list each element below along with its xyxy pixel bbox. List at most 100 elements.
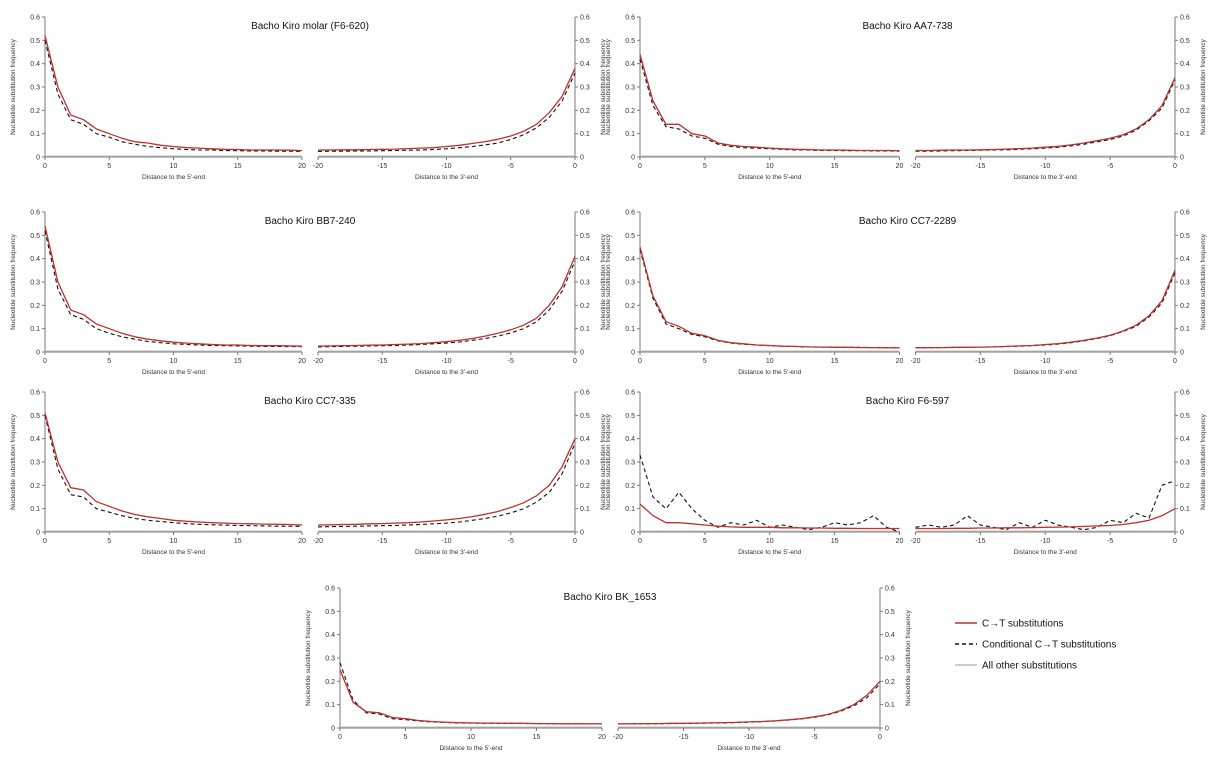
panel-title: Bacho Kiro AA7-738 bbox=[862, 21, 952, 32]
x-tick-label-3prime: -15 bbox=[377, 538, 387, 545]
x-tick-label-5prime: 10 bbox=[467, 734, 475, 741]
series-line-ct-5prime bbox=[44, 412, 303, 526]
x-axis-label-5prime: Distance to the 5'-end bbox=[439, 745, 502, 752]
x-axis-label-3prime: Distance to the 3'-end bbox=[1014, 369, 1077, 376]
y-tick-label-right: 0.2 bbox=[580, 483, 590, 490]
y-tick-label-left: 0 bbox=[631, 155, 635, 162]
y-tick-label-right: 0.2 bbox=[885, 679, 895, 686]
y-tick-label-right: 0.5 bbox=[1180, 413, 1190, 420]
x-tick-label-5prime: 20 bbox=[598, 734, 606, 741]
y-tick-label-left: 0.1 bbox=[30, 506, 40, 513]
y-tick-label-right: 0.3 bbox=[580, 460, 590, 467]
x-tick-label-3prime: -15 bbox=[975, 358, 985, 365]
y-tick-label-left: 0.5 bbox=[325, 609, 335, 616]
y-tick-label-right: 0.5 bbox=[580, 413, 590, 420]
x-tick-label-3prime: -10 bbox=[1040, 163, 1050, 170]
panel-title: Bacho Kiro F6-597 bbox=[866, 396, 950, 407]
x-tick-label-5prime: 15 bbox=[831, 538, 839, 545]
x-tick-label-5prime: 5 bbox=[404, 734, 408, 741]
x-tick-label-3prime: -10 bbox=[1040, 358, 1050, 365]
x-tick-label-5prime: 20 bbox=[298, 538, 306, 545]
x-tick-label-5prime: 20 bbox=[896, 163, 904, 170]
x-tick-label-3prime: -20 bbox=[910, 163, 920, 170]
x-tick-label-3prime: -15 bbox=[377, 163, 387, 170]
series-line-ct-3prime bbox=[618, 680, 881, 725]
panel-title: Bacho Kiro BK_1653 bbox=[564, 592, 657, 603]
y-tick-label-left: 0 bbox=[631, 350, 635, 357]
series-line-conditional-ct-5prime bbox=[44, 40, 303, 152]
x-tick-label-3prime: -20 bbox=[613, 734, 623, 741]
x-tick-label-5prime: 5 bbox=[107, 163, 111, 170]
x-tick-label-5prime: 10 bbox=[170, 163, 178, 170]
x-tick-label-5prime: 0 bbox=[638, 358, 642, 365]
y-tick-label-left: 0.1 bbox=[30, 326, 40, 333]
x-tick-label-3prime: 0 bbox=[573, 358, 577, 365]
y-tick-label-right: 0.1 bbox=[1180, 326, 1190, 333]
x-axis-label-5prime: Distance to the 5'-end bbox=[738, 174, 801, 181]
series-line-conditional-ct-3prime bbox=[317, 72, 576, 152]
x-axis-label-3prime: Distance to the 3'-end bbox=[415, 369, 478, 376]
y-tick-label-right: 0.4 bbox=[580, 61, 590, 68]
x-tick-label-3prime: -5 bbox=[508, 358, 514, 365]
y-tick-label-left: 0.4 bbox=[30, 436, 40, 443]
series-line-conditional-ct-3prime bbox=[915, 79, 1176, 152]
x-tick-label-5prime: 0 bbox=[43, 538, 47, 545]
y-axis-label-left: Nucleotide substitution frequency bbox=[10, 38, 17, 135]
y-tick-label-right: 0.5 bbox=[580, 38, 590, 45]
y-tick-label-left: 0.3 bbox=[30, 85, 40, 92]
y-tick-label-left: 0.1 bbox=[625, 131, 635, 138]
y-tick-label-right: 0.6 bbox=[580, 15, 590, 22]
x-tick-label-5prime: 15 bbox=[234, 163, 242, 170]
series-line-ct-3prime bbox=[915, 270, 1176, 349]
y-tick-label-right: 0.6 bbox=[1180, 390, 1190, 397]
y-tick-label-right: 0.2 bbox=[1180, 303, 1190, 310]
y-axis-label-left: Nucleotide substitution frequency bbox=[605, 233, 612, 330]
x-tick-label-3prime: -5 bbox=[811, 734, 817, 741]
y-tick-label-left: 0.4 bbox=[325, 632, 335, 639]
series-line-ct-5prime bbox=[639, 503, 900, 530]
y-tick-label-right: 0.1 bbox=[885, 702, 895, 709]
y-tick-label-right: 0 bbox=[580, 155, 584, 162]
x-tick-label-5prime: 0 bbox=[638, 163, 642, 170]
x-tick-label-5prime: 10 bbox=[170, 538, 178, 545]
y-tick-label-left: 0.1 bbox=[30, 131, 40, 138]
y-tick-label-right: 0 bbox=[580, 350, 584, 357]
y-tick-label-right: 0 bbox=[1180, 350, 1184, 357]
x-tick-label-3prime: 0 bbox=[573, 163, 577, 170]
y-tick-label-left: 0.2 bbox=[30, 483, 40, 490]
y-tick-label-right: 0.4 bbox=[885, 632, 895, 639]
y-tick-label-right: 0.4 bbox=[580, 436, 590, 443]
series-line-conditional-ct-5prime bbox=[639, 58, 900, 152]
y-tick-label-left: 0.4 bbox=[30, 256, 40, 263]
y-axis-label-right: Nucleotide substitution frequency bbox=[600, 413, 607, 510]
y-tick-label-right: 0.1 bbox=[1180, 506, 1190, 513]
series-line-conditional-ct-5prime bbox=[639, 249, 900, 349]
x-tick-label-3prime: -5 bbox=[1107, 538, 1113, 545]
series-line-conditional-ct-3prime bbox=[317, 443, 576, 528]
y-tick-label-right: 0.1 bbox=[1180, 131, 1190, 138]
x-tick-label-5prime: 20 bbox=[896, 358, 904, 365]
series-line-conditional-ct-3prime bbox=[618, 683, 881, 725]
y-tick-label-right: 0.4 bbox=[1180, 256, 1190, 263]
panel-title: Bacho Kiro molar (F6-620) bbox=[251, 21, 369, 32]
panel-title: Bacho Kiro CC7-335 bbox=[264, 396, 356, 407]
x-tick-label-3prime: -20 bbox=[910, 538, 920, 545]
y-tick-label-left: 0.5 bbox=[625, 413, 635, 420]
x-tick-label-5prime: 10 bbox=[766, 538, 774, 545]
x-tick-label-5prime: 5 bbox=[703, 163, 707, 170]
y-axis-label-left: Nucleotide substitution frequency bbox=[10, 413, 17, 510]
y-tick-label-left: 0.4 bbox=[625, 436, 635, 443]
y-tick-label-left: 0 bbox=[331, 726, 335, 733]
x-tick-label-5prime: 5 bbox=[703, 538, 707, 545]
series-line-ct-5prime bbox=[639, 54, 900, 152]
x-tick-label-5prime: 5 bbox=[107, 358, 111, 365]
y-tick-label-right: 0 bbox=[885, 726, 889, 733]
y-axis-label-left: Nucleotide substitution frequency bbox=[605, 38, 612, 135]
x-tick-label-3prime: -10 bbox=[441, 163, 451, 170]
series-line-conditional-ct-5prime bbox=[44, 415, 303, 527]
y-tick-label-right: 0.3 bbox=[1180, 85, 1190, 92]
